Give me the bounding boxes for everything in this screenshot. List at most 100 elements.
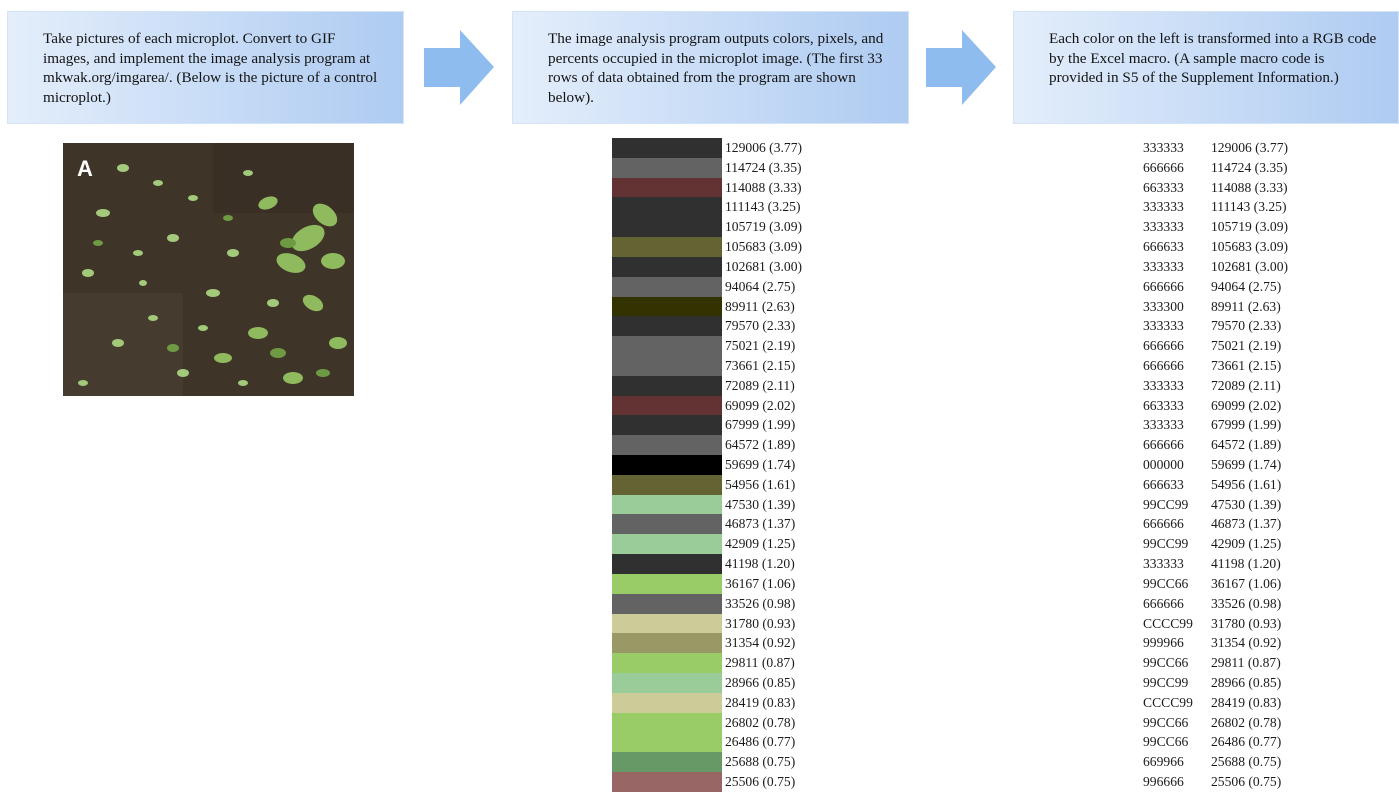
color-swatch — [612, 376, 722, 396]
rgb-code: 999966 — [1143, 633, 1193, 653]
pixel-value: 111143 (3.25) — [1211, 197, 1288, 217]
pixel-value: 46873 (1.37) — [725, 514, 802, 534]
color-swatch — [612, 197, 722, 217]
pixel-value: 102681 (3.00) — [1211, 257, 1288, 277]
rgb-code: 333300 — [1143, 297, 1193, 317]
pixel-value: 114724 (3.35) — [725, 158, 802, 178]
color-swatch — [612, 614, 722, 634]
rgb-code: 666666 — [1143, 435, 1193, 455]
step-3-box: Each color on the left is transformed in… — [1013, 11, 1399, 124]
photo-label: A — [77, 156, 93, 181]
rgb-code: 99CC99 — [1143, 495, 1193, 515]
rgb-code: 666666 — [1143, 158, 1193, 178]
pixel-value: 114088 (3.33) — [1211, 178, 1288, 198]
pixel-value: 29811 (0.87) — [1211, 653, 1288, 673]
color-swatch — [612, 297, 722, 317]
color-swatch — [612, 396, 722, 416]
color-swatch-column — [612, 138, 722, 792]
rgb-code: 99CC99 — [1143, 673, 1193, 693]
pixel-value: 73661 (2.15) — [1211, 356, 1288, 376]
rgb-code: 666666 — [1143, 594, 1193, 614]
pixel-value: 31780 (0.93) — [1211, 614, 1288, 634]
pixel-value: 75021 (2.19) — [1211, 336, 1288, 356]
pixel-value: 59699 (1.74) — [725, 455, 802, 475]
pixel-value: 94064 (2.75) — [1211, 277, 1288, 297]
pixel-value: 54956 (1.61) — [725, 475, 802, 495]
pixel-value: 26802 (0.78) — [1211, 713, 1288, 733]
color-swatch — [612, 713, 722, 733]
rgb-code-column: 333333 666666 663333 333333 333333 666633 3333… — [1143, 138, 1193, 792]
pixel-value: 72089 (2.11) — [1211, 376, 1288, 396]
step-3-text: Each color on the left is transformed in… — [1049, 30, 1376, 86]
color-swatch — [612, 693, 722, 713]
pixel-value: 67999 (1.99) — [725, 415, 802, 435]
pixel-value: 129006 (3.77) — [1211, 138, 1288, 158]
pixel-value: 25688 (0.75) — [725, 752, 802, 772]
rgb-code: 333333 — [1143, 554, 1193, 574]
pixel-value: 111143 (3.25) — [725, 197, 802, 217]
pixel-value: 42909 (1.25) — [725, 534, 802, 554]
pixel-value: 28419 (0.83) — [1211, 693, 1288, 713]
color-swatch — [612, 732, 722, 752]
color-swatch — [612, 237, 722, 257]
pixel-value: 42909 (1.25) — [1211, 534, 1288, 554]
rgb-code: 663333 — [1143, 178, 1193, 198]
color-swatch — [612, 356, 722, 376]
pixel-value: 114088 (3.33) — [725, 178, 802, 198]
color-swatch — [612, 495, 722, 515]
color-swatch — [612, 435, 722, 455]
color-swatch — [612, 673, 722, 693]
pixel-value: 25506 (0.75) — [725, 772, 802, 792]
color-swatch — [612, 653, 722, 673]
rgb-code: 333333 — [1143, 376, 1193, 396]
rgb-code: 333333 — [1143, 197, 1193, 217]
rgb-code: 666666 — [1143, 356, 1193, 376]
rgb-code: 666633 — [1143, 237, 1193, 257]
pixel-value: 129006 (3.77) — [725, 138, 802, 158]
color-swatch — [612, 158, 722, 178]
pixel-value: 36167 (1.06) — [725, 574, 802, 594]
rgb-code: 666666 — [1143, 277, 1193, 297]
pixel-value: 26802 (0.78) — [725, 713, 802, 733]
pixel-value: 79570 (2.33) — [1211, 316, 1288, 336]
color-swatch — [612, 633, 722, 653]
rgb-code: 333333 — [1143, 138, 1193, 158]
rgb-code: 996666 — [1143, 772, 1193, 792]
pixel-value: 94064 (2.75) — [725, 277, 802, 297]
pixel-value: 105683 (3.09) — [725, 237, 802, 257]
pixel-value: 54956 (1.61) — [1211, 475, 1288, 495]
rgb-code: 663333 — [1143, 396, 1193, 416]
pixel-value: 69099 (2.02) — [725, 396, 802, 416]
color-swatch — [612, 594, 722, 614]
color-swatch — [612, 217, 722, 237]
pixel-value: 105719 (3.09) — [1211, 217, 1288, 237]
step-1-box: Take pictures of each microplot. Convert… — [7, 11, 404, 124]
color-swatch — [612, 554, 722, 574]
rgb-code: 333333 — [1143, 316, 1193, 336]
color-swatch — [612, 475, 722, 495]
rgb-code: 99CC66 — [1143, 653, 1193, 673]
pixel-value: 33526 (0.98) — [725, 594, 802, 614]
color-swatch — [612, 772, 722, 792]
pixel-value: 31354 (0.92) — [725, 633, 802, 653]
step-2-text: The image analysis program outputs color… — [548, 30, 883, 106]
pixel-value: 31780 (0.93) — [725, 614, 802, 634]
pixel-value: 73661 (2.15) — [725, 356, 802, 376]
pixel-value: 26486 (0.77) — [1211, 732, 1288, 752]
pixel-value: 69099 (2.02) — [1211, 396, 1288, 416]
rgb-code: 333333 — [1143, 217, 1193, 237]
rgb-code: 666633 — [1143, 475, 1193, 495]
pixel-value: 89911 (2.63) — [1211, 297, 1288, 317]
pixel-value: 79570 (2.33) — [725, 316, 802, 336]
pixel-value: 29811 (0.87) — [725, 653, 802, 673]
step-2-box: The image analysis program outputs color… — [512, 11, 909, 124]
pixel-value: 47530 (1.39) — [725, 495, 802, 515]
pixel-value: 26486 (0.77) — [725, 732, 802, 752]
color-swatch — [612, 752, 722, 772]
pixel-value: 25688 (0.75) — [1211, 752, 1288, 772]
rgb-code: CCCC99 — [1143, 614, 1193, 634]
pixel-value: 41198 (1.20) — [725, 554, 802, 574]
pixel-value: 28966 (0.85) — [1211, 673, 1288, 693]
pixel-value: 31354 (0.92) — [1211, 633, 1288, 653]
step-1-text: Take pictures of each microplot. Convert… — [43, 30, 377, 106]
